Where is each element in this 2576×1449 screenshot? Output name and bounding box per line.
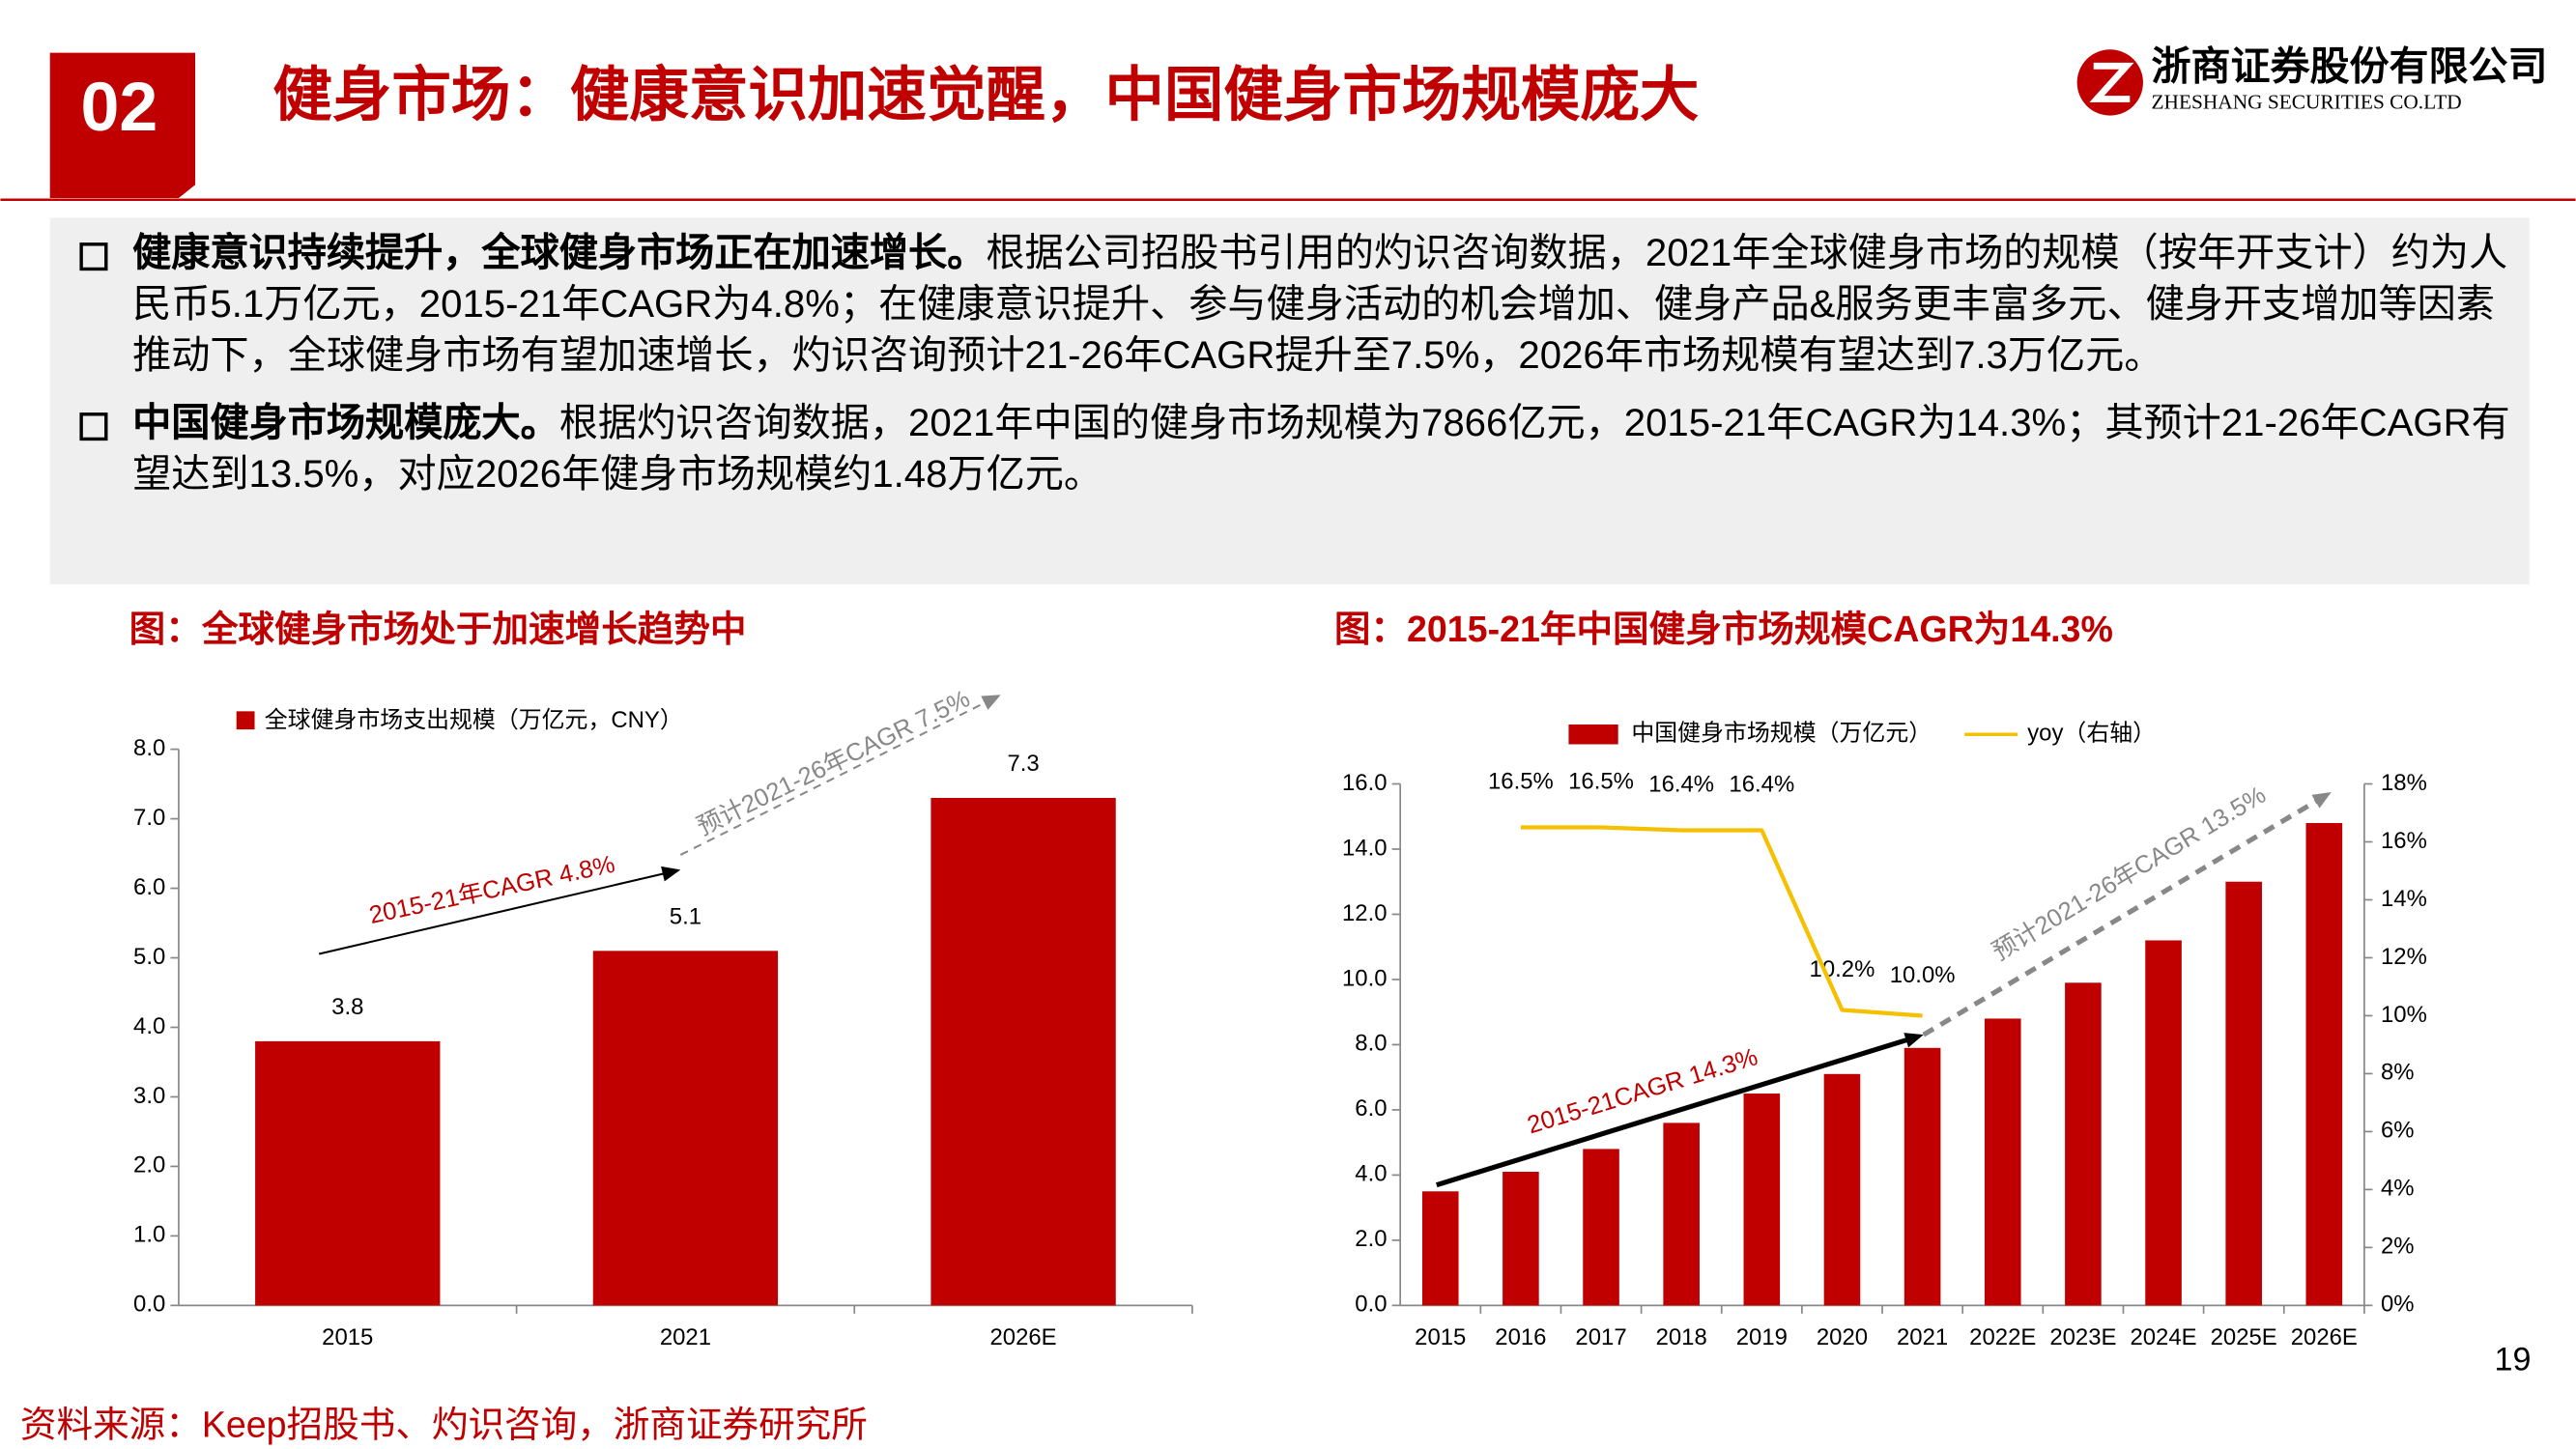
legend-swatch <box>236 711 255 730</box>
summary: 健康意识持续提升，全球健身市场正在加速增长。根据公司招股书引用的灼识咨询数据，2… <box>67 228 2518 500</box>
y-tick-label: 0.0 <box>1355 1292 1387 1318</box>
y-tick-label: 8.0 <box>1355 1031 1387 1057</box>
legend-swatch <box>1568 724 1618 745</box>
x-tick-label: 2021 <box>660 1324 711 1350</box>
x-tick-label: 2015 <box>1415 1324 1466 1350</box>
data-label: 3.8 <box>331 994 363 1020</box>
source-note: 资料来源：Keep招股书、灼识咨询，浙商证券研究所 <box>20 1405 868 1445</box>
arrow-head <box>981 695 1001 710</box>
bullet-text: 根据公司招股书引用的灼识咨询数据，2021年全球健身市场的规模（按年开支计）约为… <box>132 231 2508 377</box>
bar <box>1743 1094 1781 1306</box>
x-tick-label: 2016 <box>1495 1324 1546 1350</box>
y-tick-label: 10.0 <box>1342 965 1388 991</box>
x-tick-label: 2021 <box>1897 1324 1948 1350</box>
y2-tick-label: 10% <box>2381 1002 2427 1028</box>
bar <box>1421 1191 1459 1306</box>
trend-arrow <box>1436 1036 1913 1188</box>
x-tick-label: 2024E <box>2130 1324 2196 1350</box>
line <box>1520 825 1923 1018</box>
chart-title: 图：2015-21年中国健身市场规模CAGR为14.3% <box>1334 609 2113 649</box>
data-label: 16.5% <box>1568 769 1634 795</box>
y2-tick-label: 0% <box>2381 1292 2415 1318</box>
arrow-head <box>2311 792 2332 809</box>
bar <box>1583 1149 1619 1306</box>
bar <box>2145 940 2182 1306</box>
y-tick-label: 2.0 <box>1355 1226 1387 1252</box>
x-tick-label: 2026E <box>990 1324 1057 1350</box>
legend-label: 中国健身市场规模（万亿元） <box>1631 721 1932 747</box>
page-number: 19 <box>2494 1341 2531 1378</box>
trend-arrow <box>318 871 670 955</box>
y-tick-label: 4.0 <box>133 1013 165 1039</box>
y-tick-label: 6.0 <box>133 874 165 900</box>
bullet: 健康意识持续提升，全球健身市场正在加速增长。根据公司招股书引用的灼识咨询数据，2… <box>67 228 2518 382</box>
data-label: 16.4% <box>1729 772 1794 798</box>
y-tick-label: 1.0 <box>133 1222 165 1248</box>
x-tick-label: 2023E <box>2049 1324 2116 1350</box>
bar <box>1984 1018 2021 1306</box>
x-tick-label: 2019 <box>1736 1324 1788 1350</box>
y2-tick-label: 18% <box>2381 770 2427 796</box>
legend-label: 全球健身市场支出规模（万亿元，CNY） <box>265 707 683 733</box>
bar <box>1663 1122 1700 1306</box>
bar <box>1503 1172 1539 1306</box>
y-tick-label: 4.0 <box>1355 1161 1387 1187</box>
bar <box>930 798 1116 1306</box>
y-tick-label: 0.0 <box>133 1292 165 1318</box>
slide-title: 健身市场：健康意识加速觉醒，中国健身市场规模庞大 <box>272 62 1699 128</box>
data-label: 7.3 <box>1007 751 1039 777</box>
data-label: 10.0% <box>1890 962 1956 988</box>
data-label: 5.1 <box>670 903 701 929</box>
summary-box <box>49 217 2530 584</box>
data-label: 16.5% <box>1488 769 1554 795</box>
bar <box>2305 822 2343 1306</box>
x-tick-label: 2022E <box>1969 1324 2036 1350</box>
y2-tick-label: 16% <box>2381 828 2427 854</box>
section-number: 02 <box>81 69 158 146</box>
bar <box>1823 1073 1861 1306</box>
y2-tick-label: 4% <box>2381 1176 2415 1202</box>
y2-tick-label: 2% <box>2381 1234 2415 1260</box>
arrow-head <box>661 866 681 882</box>
x-tick-label: 2026E <box>2291 1324 2358 1350</box>
x-tick-label: 2020 <box>1817 1324 1868 1350</box>
y-tick-label: 3.0 <box>133 1083 165 1109</box>
y-tick-label: 14.0 <box>1342 835 1388 861</box>
trend-arrow <box>679 698 991 856</box>
bar <box>592 951 779 1306</box>
y2-tick-label: 6% <box>2381 1118 2415 1144</box>
trend-arrow <box>1922 796 2323 1037</box>
bullet: 中国健身市场规模庞大。根据灼识咨询数据，2021年中国的健身市场规模为7866亿… <box>67 398 2518 500</box>
bar <box>2225 881 2262 1306</box>
y-tick-label: 2.0 <box>133 1152 165 1179</box>
data-label: 16.4% <box>1648 772 1714 798</box>
y-tick-label: 6.0 <box>1355 1095 1387 1122</box>
bullet-lead: 健康意识持续提升，全球健身市场正在加速增长。 <box>132 231 987 274</box>
section-badge <box>49 52 196 199</box>
logo-en: ZHESHANG SECURITIES CO.LTD <box>2152 91 2462 114</box>
y-tick-label: 12.0 <box>1342 900 1388 926</box>
x-tick-label: 2025E <box>2211 1324 2277 1350</box>
bullet-lead: 中国健身市场规模庞大。 <box>132 401 559 444</box>
x-tick-label: 2018 <box>1656 1324 1707 1350</box>
legend-label: yoy（右轴） <box>2027 721 2156 747</box>
x-tick-label: 2017 <box>1575 1324 1626 1350</box>
bar <box>255 1040 441 1306</box>
bullet-text: 根据灼识咨询数据，2021年中国的健身市场规模为7866亿元，2015-21年C… <box>132 401 2510 496</box>
y2-tick-label: 14% <box>2381 886 2427 912</box>
chart-title: 图：全球健身市场处于加速增长趋势中 <box>129 609 747 649</box>
y2-tick-label: 8% <box>2381 1060 2415 1086</box>
bar <box>1903 1047 1941 1306</box>
y-tick-label: 8.0 <box>133 735 165 761</box>
arrow-head <box>1903 1033 1924 1048</box>
logo-mark <box>2089 62 2134 102</box>
x-tick-label: 2015 <box>322 1324 373 1350</box>
logo-cn: 浙商证券股份有限公司 <box>2152 44 2548 89</box>
y2-tick-label: 12% <box>2381 944 2427 970</box>
bar <box>2065 982 2102 1306</box>
y-tick-label: 16.0 <box>1342 770 1388 796</box>
y-tick-label: 7.0 <box>133 805 165 831</box>
y-tick-label: 5.0 <box>133 944 165 970</box>
